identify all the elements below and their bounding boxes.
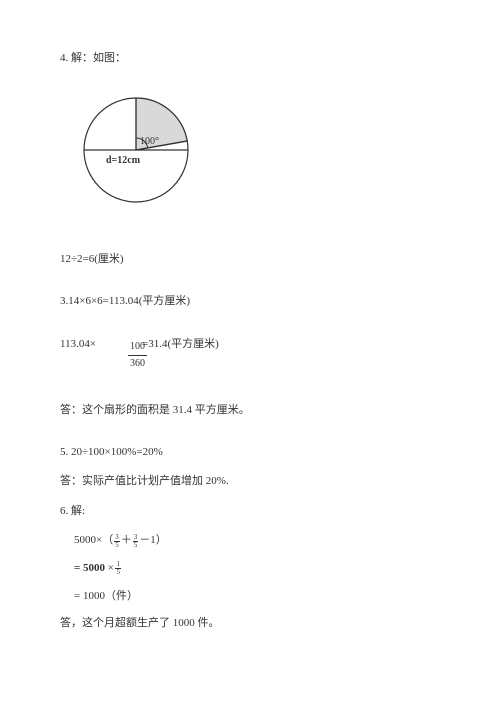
p6-row2: = 5000 × 1 5: [74, 560, 440, 578]
p6-title: 6. 解:: [60, 503, 440, 521]
p4-step3-post: =31.4(平方厘米): [142, 334, 219, 354]
p6-row1: 5000×（ 3 5 ＋ 3 5 －1）: [74, 532, 440, 550]
circle-svg: 100° d=12cm: [68, 92, 208, 217]
frac-c: 1 5: [115, 561, 121, 576]
document-page: 4. 解：如图： 100° d=12cm 12÷2=6(厘米) 3.14×6×6…: [0, 0, 500, 683]
p6-row3: = 1000（件）: [74, 588, 440, 606]
p6-answer: 答，这个月超额生产了 1000 件。: [60, 615, 440, 633]
frac-num: 100: [128, 339, 147, 355]
angle-text: 100°: [140, 136, 159, 147]
p6-work: 5000×（ 3 5 ＋ 3 5 －1） = 5000 × 1 5 = 1000…: [60, 532, 440, 632]
p5-answer: 答：实际产值比计划产值增加 20%.: [60, 473, 440, 491]
frac-den: 360: [128, 355, 147, 372]
p4-title: 4. 解：如图：: [60, 50, 440, 68]
p4-step3-pre: 113.04×: [60, 334, 96, 354]
p6-r2-pre: = 5000: [74, 560, 105, 578]
p4-step1: 12÷2=6(厘米): [60, 251, 440, 269]
p5-calc: 5. 20÷100×100%=20%: [60, 444, 440, 462]
p4-answer: 答：这个扇形的面积是 31.4 平方厘米。: [60, 402, 440, 420]
frac-a: 3 5: [114, 534, 120, 549]
p6-r2-x: ×: [107, 562, 114, 574]
p6-r1-mid: ＋: [121, 532, 132, 550]
frac-b: 3 5: [133, 534, 139, 549]
p6-r1-pre: 5000×（: [74, 532, 113, 550]
p6-r1-post: －1）: [139, 532, 167, 550]
circle-diagram: 100° d=12cm: [60, 92, 440, 224]
p4-step2: 3.14×6×6=113.04(平方厘米): [60, 293, 440, 311]
d-text: d=12cm: [106, 155, 141, 166]
